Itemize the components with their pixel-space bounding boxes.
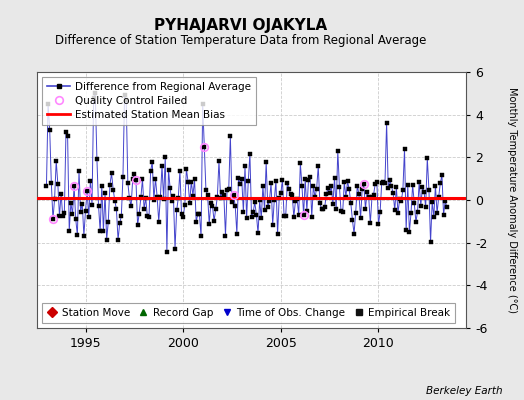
- Text: Difference of Station Temperature Data from Regional Average: Difference of Station Temperature Data f…: [56, 34, 427, 47]
- Text: Berkeley Earth: Berkeley Earth: [427, 386, 503, 396]
- Legend: Station Move, Record Gap, Time of Obs. Change, Empirical Break: Station Move, Record Gap, Time of Obs. C…: [42, 303, 455, 323]
- Text: PYHAJARVI OJAKYLA: PYHAJARVI OJAKYLA: [155, 18, 328, 33]
- Y-axis label: Monthly Temperature Anomaly Difference (°C): Monthly Temperature Anomaly Difference (…: [507, 87, 517, 313]
